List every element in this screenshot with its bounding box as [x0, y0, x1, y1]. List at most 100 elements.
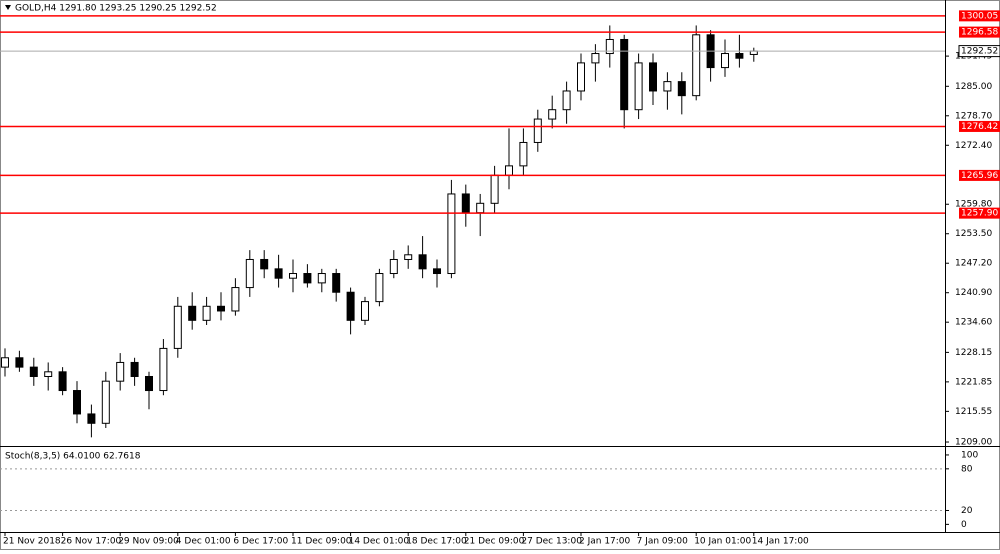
x-tick-label: 21 Dec 09:00 — [464, 537, 525, 547]
candle-body — [101, 380, 110, 424]
candle-body — [130, 361, 139, 377]
level-label: 1265.96 — [961, 171, 998, 181]
candle-body — [548, 109, 557, 120]
candle-body — [519, 141, 528, 167]
candle-body — [447, 193, 456, 275]
candle-body — [44, 371, 53, 377]
candle-body — [289, 273, 297, 279]
candle-body — [245, 258, 254, 289]
x-tick-label: 11 Dec 09:00 — [291, 537, 352, 547]
candle-body — [346, 291, 355, 321]
candle-body — [188, 305, 197, 321]
candle-body — [389, 258, 398, 275]
candle-body — [404, 254, 413, 260]
x-tick-label: 7 Jan 09:00 — [637, 537, 689, 547]
stoch-tick-label: 100 — [961, 450, 978, 460]
candle-body — [418, 254, 427, 270]
y-tick-label: 1278.70 — [955, 111, 992, 121]
candle-body — [721, 53, 729, 69]
candle-body — [217, 305, 225, 312]
y-tick-label: 1240.90 — [955, 288, 992, 298]
level-label-box — [959, 207, 1000, 219]
y-tick-label: 1221.85 — [955, 377, 992, 387]
x-tick-label: 21 Nov 2018 — [3, 537, 61, 547]
x-tick-label: 2 Jan 17:00 — [579, 537, 631, 547]
candle-body — [317, 273, 326, 284]
level-label-box — [959, 10, 1000, 22]
candle-body — [58, 371, 67, 392]
candle-body — [591, 53, 600, 64]
x-tick-label: 14 Dec 01:00 — [349, 537, 410, 547]
collapse-icon — [5, 5, 11, 10]
y-tick-label: 1253.50 — [955, 229, 992, 239]
level-label: 1257.90 — [961, 209, 998, 219]
stoch-title: Stoch(8,3,5) 64.0100 62.7618 — [5, 452, 141, 462]
candle-body — [116, 361, 125, 382]
level-label-box — [959, 169, 1000, 181]
y-tick-label: 1259.80 — [955, 200, 992, 210]
candle-body — [663, 81, 672, 92]
y-tick-label: 1215.55 — [955, 407, 992, 417]
y-tick-label: 1234.60 — [955, 318, 992, 328]
candle-body — [303, 273, 312, 284]
candle-body — [73, 390, 81, 415]
level-label-box — [959, 120, 1000, 132]
y-tick-label: 1228.15 — [955, 348, 992, 358]
candle-body — [260, 258, 269, 270]
y-tick-label: 1272.40 — [955, 141, 992, 151]
candle-body — [490, 174, 499, 204]
candle-body — [677, 81, 686, 97]
level-label-box — [959, 26, 1000, 38]
y-tick-label: 1285.00 — [955, 82, 992, 92]
y-tick-label: 1247.20 — [955, 259, 992, 269]
stoch-tick-label: 20 — [961, 506, 973, 516]
x-tick-label: 4 Dec 01:00 — [176, 537, 231, 547]
candle-body — [505, 165, 513, 176]
x-tick-label: 14 Jan 17:00 — [752, 537, 809, 547]
candle-body — [173, 305, 182, 349]
candle-body — [361, 301, 369, 321]
x-tick-label: 26 Nov 17:00 — [61, 537, 122, 547]
candle-body — [274, 268, 283, 279]
candle-body — [159, 347, 168, 392]
candle-body — [433, 268, 441, 275]
level-label: 1300.05 — [961, 11, 998, 21]
candle-body — [231, 287, 240, 312]
candle-body — [692, 34, 701, 97]
chart-title: GOLD,H4 1291.80 1293.25 1290.25 1292.52 — [15, 4, 217, 14]
candle-body — [649, 62, 657, 92]
level-label: 1276.42 — [961, 122, 998, 132]
candle-body — [533, 118, 542, 143]
candle-body — [620, 38, 629, 111]
stoch-tick-label: 80 — [961, 464, 973, 474]
current-price-box — [958, 45, 1000, 58]
candle-body — [15, 357, 24, 368]
candle-body — [749, 50, 758, 55]
candle-body — [476, 202, 485, 214]
candle-body — [332, 273, 341, 293]
x-tick-label: 27 Dec 13:00 — [521, 537, 582, 547]
candle-body — [577, 62, 585, 92]
x-tick-label: 29 Nov 09:00 — [118, 537, 179, 547]
candle-body — [634, 62, 643, 111]
candle-body — [461, 193, 470, 214]
candle-body — [145, 375, 153, 392]
candle-body — [562, 90, 571, 111]
candle-body — [1, 357, 9, 368]
candle-body — [605, 38, 614, 55]
current-price-label: 1292.52 — [961, 47, 998, 57]
level-label: 1296.58 — [961, 28, 998, 38]
candle-body — [202, 305, 211, 321]
candle-body — [87, 413, 96, 424]
candle-body — [375, 273, 384, 303]
candle-body — [29, 366, 38, 377]
stoch-tick-label: 0 — [961, 520, 967, 530]
x-tick-label: 10 Jan 01:00 — [694, 537, 751, 547]
candle-body — [735, 53, 744, 59]
x-tick-label: 6 Dec 17:00 — [233, 537, 288, 547]
x-tick-label: 18 Dec 17:00 — [406, 537, 467, 547]
y-tick-label: 1209.00 — [955, 438, 992, 448]
